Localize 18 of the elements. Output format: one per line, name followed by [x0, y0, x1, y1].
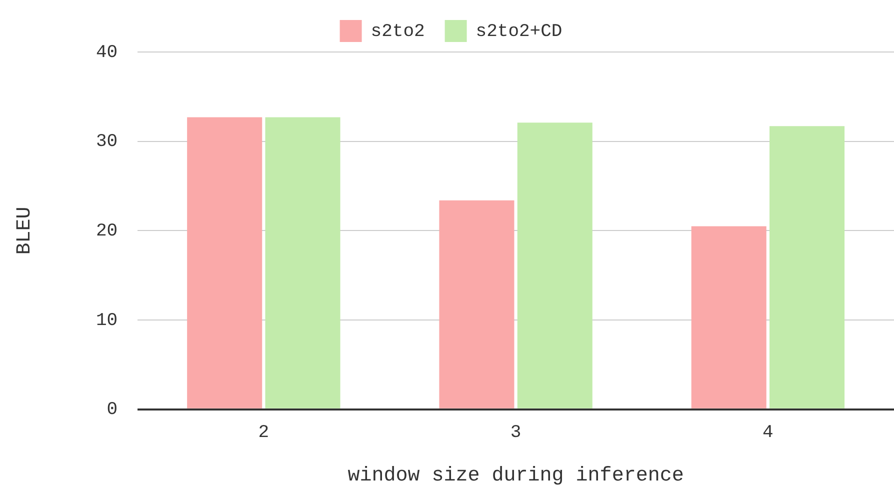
bar [265, 117, 340, 408]
y-tick-label: 20 [96, 221, 118, 242]
bar [769, 126, 845, 408]
legend-label: s2to2 [370, 22, 425, 42]
x-tick-label: 3 [510, 422, 522, 443]
x-tick-label: 2 [258, 422, 270, 443]
x-tick-label: 4 [762, 422, 774, 443]
y-tick-label: 40 [96, 42, 118, 63]
bar [187, 117, 262, 408]
legend-label: s2to2+CD [476, 22, 562, 42]
y-tick-label: 30 [96, 132, 118, 152]
y-tick-label: 0 [106, 400, 118, 420]
y-axis-title: BLEU [13, 206, 36, 255]
bar [439, 200, 514, 408]
bar [517, 122, 592, 408]
x-axis-title: window size during inference [348, 464, 684, 488]
bar [691, 226, 766, 408]
y-tick-label: 10 [96, 310, 118, 331]
